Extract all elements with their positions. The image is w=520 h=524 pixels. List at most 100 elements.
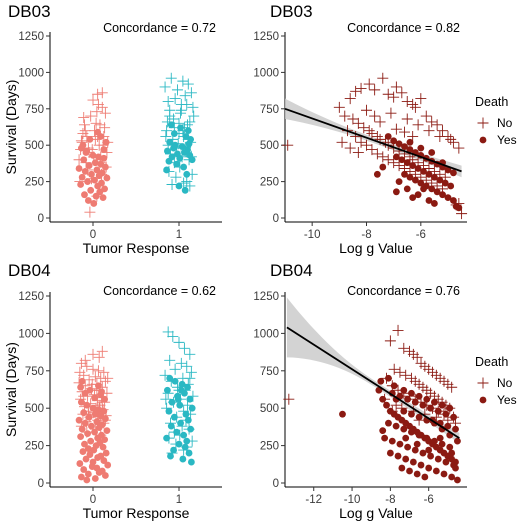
- point-death: [186, 395, 194, 403]
- point-death: [174, 395, 182, 403]
- point-death: [77, 398, 85, 406]
- point-censored: [366, 144, 378, 156]
- point-death: [163, 147, 171, 155]
- point-death: [444, 422, 452, 430]
- point-censored: [456, 208, 468, 220]
- y-tick-label: 1250: [253, 291, 279, 303]
- point-death: [184, 416, 192, 424]
- point-death: [419, 401, 427, 409]
- point-censored: [159, 81, 171, 93]
- point-death: [104, 461, 112, 469]
- legend-death-0: Death No Yes: [475, 95, 517, 147]
- point-censored: [369, 84, 381, 96]
- point-death: [384, 133, 392, 140]
- concordance-annotation: Concordance = 0.62: [103, 284, 216, 298]
- point-death: [454, 476, 461, 484]
- point-censored: [283, 393, 295, 405]
- x-axis-label: Log g Value: [339, 240, 413, 256]
- x-tick-label: -6: [416, 229, 426, 241]
- point-death: [379, 395, 387, 403]
- point-death: [181, 443, 189, 451]
- point-censored: [187, 101, 199, 113]
- point-censored: [175, 357, 187, 369]
- y-tick-label: 250: [260, 177, 279, 189]
- point-death: [101, 415, 109, 423]
- point-death: [75, 416, 83, 424]
- x-tick-label: -8: [385, 494, 395, 506]
- y-tick-label: 1000: [18, 328, 44, 340]
- point-death: [400, 386, 408, 394]
- point-censored: [165, 72, 177, 84]
- point-death: [415, 431, 423, 439]
- point-censored: [92, 88, 104, 100]
- point-death: [400, 425, 408, 433]
- point-death: [438, 440, 446, 448]
- point-death: [181, 149, 188, 156]
- point-death: [90, 200, 98, 207]
- point-death: [175, 182, 183, 190]
- point-death: [423, 434, 431, 442]
- point-death: [89, 404, 97, 412]
- point-censored: [185, 366, 197, 378]
- panel-db04_logg: DB04 Concordance = 0.76 0 250 500 750 1000 1250…: [253, 261, 467, 521]
- point-death: [392, 395, 400, 403]
- point-censored: [162, 96, 174, 108]
- point-censored: [282, 139, 294, 151]
- point-death: [428, 185, 436, 193]
- point-censored: [184, 180, 196, 192]
- panel-db03_response: DB03 Concordance = 0.72 0 250 500 750 1000 1250…: [3, 2, 222, 256]
- point-death: [168, 398, 176, 406]
- point-death: [414, 165, 422, 172]
- point-censored: [166, 179, 178, 191]
- point-death: [95, 153, 102, 161]
- point-death: [171, 377, 179, 385]
- x-tick-label: -12: [305, 494, 322, 506]
- legend-no-label: No: [497, 116, 513, 130]
- point-death: [88, 170, 95, 178]
- point-death: [432, 467, 440, 475]
- point-death: [444, 194, 452, 202]
- point-death: [434, 407, 442, 415]
- point-death: [402, 434, 410, 442]
- point-death: [188, 404, 196, 412]
- point-censored: [184, 372, 196, 384]
- point-death: [170, 130, 178, 137]
- point-death: [176, 401, 184, 409]
- confidence-band: [286, 297, 460, 444]
- point-censored: [390, 123, 402, 135]
- point-censored: [175, 107, 187, 119]
- point-censored: [363, 125, 375, 137]
- point-death: [415, 413, 423, 421]
- legend-no-icon: [477, 117, 489, 129]
- point-death: [415, 392, 423, 400]
- point-censored: [79, 125, 91, 137]
- point-death: [408, 428, 415, 436]
- point-death: [442, 458, 450, 466]
- point-death: [163, 434, 171, 442]
- point-censored: [360, 139, 372, 151]
- point-censored: [78, 112, 90, 124]
- concordance-annotation: Concordance = 0.76: [347, 284, 460, 298]
- point-death: [84, 197, 92, 204]
- point-death: [431, 437, 438, 445]
- point-death: [452, 425, 459, 433]
- point-death: [80, 156, 88, 164]
- point-death: [95, 382, 102, 390]
- point-censored: [401, 113, 413, 125]
- point-censored: [426, 116, 438, 128]
- point-death: [181, 186, 189, 194]
- point-death: [395, 140, 403, 148]
- y-tick-label: 500: [260, 403, 279, 415]
- point-death: [82, 455, 90, 463]
- point-death: [401, 143, 408, 151]
- point-death: [420, 185, 427, 193]
- point-censored: [84, 206, 96, 218]
- point-death: [390, 137, 398, 145]
- point-censored: [93, 139, 105, 151]
- point-censored: [384, 335, 396, 347]
- point-censored: [91, 106, 103, 118]
- point-death: [441, 179, 449, 187]
- y-tick-label: 1250: [253, 31, 279, 43]
- point-censored: [92, 365, 104, 377]
- point-censored: [181, 176, 193, 188]
